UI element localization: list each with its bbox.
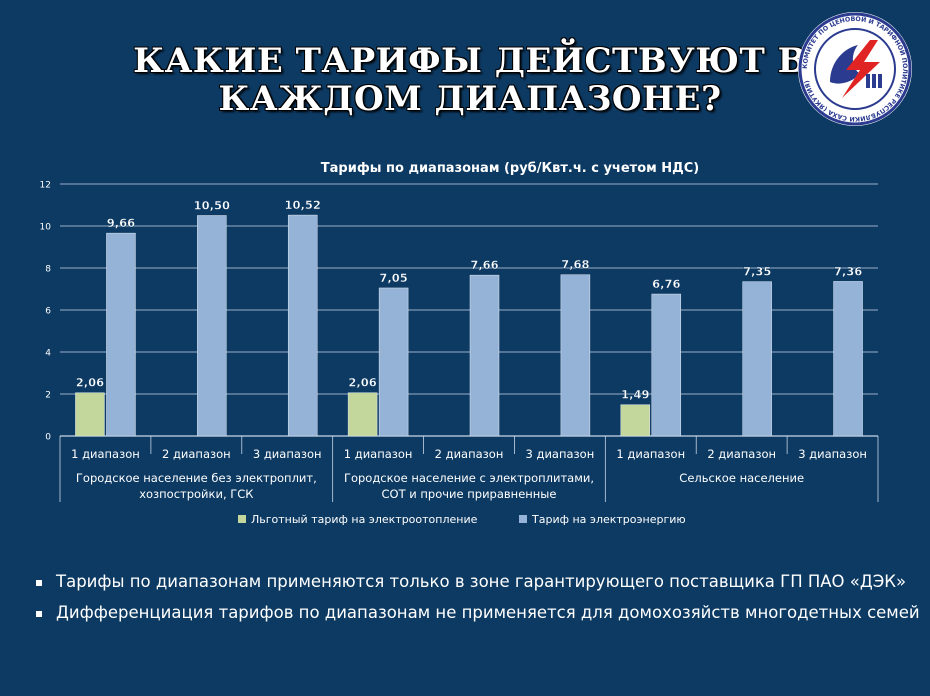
- data-label: 2,06: [348, 376, 376, 390]
- category-label: 1 диапазон: [71, 447, 140, 461]
- notes-list: Тарифы по диапазонам применяются только …: [36, 572, 920, 634]
- group-label: Городское население без электроплит,: [76, 471, 317, 485]
- category-label: 3 диапазон: [526, 447, 595, 461]
- data-label: 7,05: [379, 271, 407, 285]
- category-label: 2 диапазон: [707, 447, 776, 461]
- group-label: Сельское население: [679, 471, 804, 485]
- data-label: 10,52: [285, 198, 321, 212]
- note-item: Тарифы по диапазонам применяются только …: [36, 572, 920, 591]
- data-label: 9,66: [107, 216, 135, 230]
- title-line-1: КАКИЕ ТАРИФЫ ДЕЙСТВУЮТ В: [133, 41, 807, 81]
- y-tick-label: 2: [45, 391, 51, 401]
- data-label: 6,76: [652, 277, 680, 291]
- note-text: Тарифы по диапазонам применяются только …: [56, 572, 907, 591]
- category-label: 1 диапазон: [344, 447, 413, 461]
- y-tick-label: 4: [45, 349, 51, 359]
- legend-label: Льготный тариф на электроотопление: [251, 513, 478, 526]
- logo: КОМИТЕТ ПО ЦЕНОВОЙ И ТАРИФНОЙ ПОЛИТИКЕ Р…: [798, 12, 912, 126]
- data-label: 7,66: [470, 258, 498, 272]
- bar-standard: [651, 293, 682, 437]
- group-label: Городское население с электроплитами,: [344, 471, 594, 485]
- bar-standard: [833, 281, 863, 437]
- bullet-icon: [36, 611, 42, 617]
- bar-standard: [469, 274, 500, 437]
- bar-preferential: [75, 392, 105, 437]
- legend-swatch: [519, 515, 527, 523]
- y-tick-label: 0: [45, 433, 51, 443]
- bar-standard: [378, 287, 409, 437]
- group-label: СОТ и прочие приравненные: [382, 487, 557, 501]
- slide-title: КАКИЕ ТАРИФЫ ДЕЙСТВУЮТ В КАЖДОМ ДИАПАЗОН…: [100, 42, 840, 118]
- note-item: Дифференциация тарифов по диапазонам не …: [36, 603, 920, 622]
- bar-standard: [197, 215, 227, 437]
- bar-standard: [742, 281, 772, 437]
- tariff-chart: Тарифы по диапазонам (руб/Квт.ч. с учето…: [40, 161, 879, 526]
- category-label: 3 диапазон: [798, 447, 867, 461]
- y-tick-label: 8: [45, 265, 51, 275]
- data-label: 7,35: [743, 265, 771, 279]
- group-label: хозпостройки, ГСК: [139, 487, 253, 501]
- bar-standard: [287, 214, 318, 437]
- bar-standard: [560, 274, 591, 437]
- bar-preferential: [347, 392, 378, 437]
- note-text: Дифференциация тарифов по диапазонам не …: [56, 603, 920, 622]
- legend-swatch: [238, 515, 246, 523]
- bullet-icon: [36, 580, 42, 586]
- data-label: 7,68: [561, 258, 589, 272]
- category-label: 2 диапазон: [162, 447, 231, 461]
- title-line-2: КАЖДОМ ДИАПАЗОНЕ?: [218, 79, 722, 119]
- data-label: 10,50: [194, 199, 230, 213]
- category-label: 3 диапазон: [253, 447, 322, 461]
- legend-label: Тариф на электроэнергию: [531, 513, 686, 526]
- y-tick-label: 12: [40, 181, 51, 191]
- data-label: 1,49: [621, 388, 649, 402]
- bar-preferential: [620, 404, 651, 437]
- y-tick-label: 10: [40, 223, 52, 233]
- category-label: 2 диапазон: [435, 447, 504, 461]
- category-label: 1 диапазон: [616, 447, 685, 461]
- data-label: 7,36: [834, 264, 862, 278]
- bar-standard: [106, 232, 136, 437]
- chart-title: Тарифы по диапазонам (руб/Квт.ч. с учето…: [321, 161, 699, 176]
- y-tick-label: 6: [45, 307, 51, 317]
- data-label: 2,06: [76, 376, 104, 390]
